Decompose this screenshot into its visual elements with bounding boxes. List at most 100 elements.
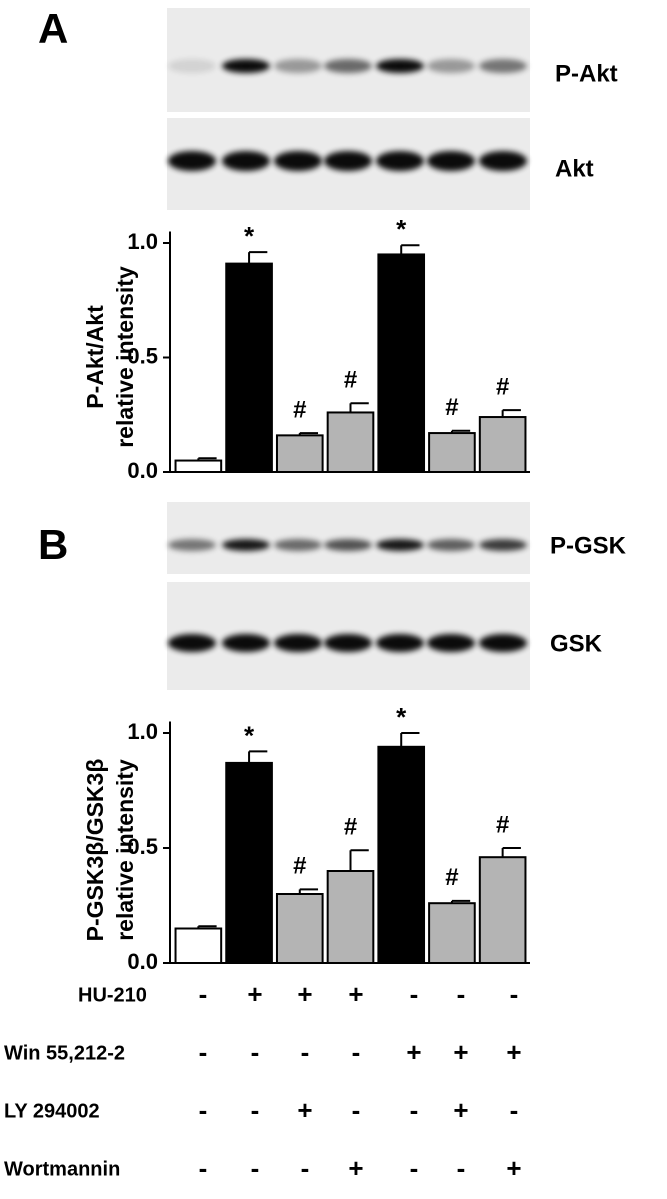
blot-band bbox=[222, 539, 270, 551]
bar bbox=[174, 459, 223, 473]
treatment-sign: - bbox=[457, 979, 466, 1009]
treatment-sign: - bbox=[251, 1037, 260, 1067]
blots bbox=[167, 8, 530, 690]
y-axis-label: relative intensity bbox=[112, 266, 138, 448]
treatment-name: Wortmannin bbox=[4, 1158, 120, 1180]
bar bbox=[225, 761, 273, 965]
treatment-sign: - bbox=[352, 1037, 361, 1067]
treatment-sign: - bbox=[510, 979, 519, 1009]
treatment-sign: - bbox=[199, 979, 208, 1009]
blot-band bbox=[427, 151, 475, 171]
y-axis-label: P-GSK3β/GSK3β bbox=[82, 759, 108, 942]
y-axis-label: relative intensity bbox=[112, 759, 138, 941]
annotation: * bbox=[396, 702, 407, 732]
bar bbox=[377, 745, 426, 964]
annotation: # bbox=[293, 853, 306, 880]
blot-band bbox=[376, 634, 424, 652]
annotation: * bbox=[244, 720, 255, 750]
annotation: # bbox=[496, 374, 509, 401]
blot-band bbox=[427, 634, 475, 652]
treatment-sign: - bbox=[410, 979, 419, 1009]
blot-band bbox=[324, 539, 372, 551]
bar bbox=[275, 893, 324, 964]
blot-band bbox=[427, 59, 475, 73]
bar bbox=[326, 870, 375, 964]
panel-letter: B bbox=[38, 521, 68, 568]
blot-band bbox=[324, 634, 372, 652]
annotation: # bbox=[293, 396, 306, 423]
treatment-sign: - bbox=[352, 1095, 361, 1125]
treatment-sign: - bbox=[251, 1153, 260, 1183]
treatment-sign: - bbox=[301, 1153, 310, 1183]
bar bbox=[377, 253, 426, 473]
blot-band bbox=[222, 59, 270, 73]
annotation: * bbox=[244, 221, 255, 251]
annotation: # bbox=[496, 811, 509, 838]
annotation: # bbox=[344, 814, 357, 841]
treatment-sign: - bbox=[199, 1037, 208, 1067]
treatment-sign: + bbox=[453, 1037, 468, 1067]
blot-label: GSK bbox=[550, 630, 603, 657]
bar bbox=[428, 902, 476, 965]
treatment-name: Win 55,212-2 bbox=[4, 1042, 125, 1064]
blot-label: P-Akt bbox=[555, 60, 618, 87]
treatment-sign: - bbox=[199, 1153, 208, 1183]
blot-band bbox=[168, 151, 216, 171]
annotation: # bbox=[344, 367, 357, 394]
panel-letter: A bbox=[38, 5, 68, 52]
blot-label: P-GSK bbox=[550, 532, 627, 559]
blot-band bbox=[376, 151, 424, 171]
annotation: * bbox=[396, 214, 407, 244]
treatment-sign: + bbox=[247, 979, 262, 1009]
treatment-name: HU-210 bbox=[78, 984, 147, 1006]
treatment-sign: - bbox=[251, 1095, 260, 1125]
treatment-sign: + bbox=[506, 1037, 521, 1067]
blot-band bbox=[479, 151, 527, 171]
blot-band bbox=[274, 634, 322, 652]
treatment-name: LY 294002 bbox=[4, 1100, 100, 1122]
bar bbox=[428, 432, 476, 474]
blot-band bbox=[479, 634, 527, 652]
blot-band bbox=[168, 539, 216, 551]
blot-band bbox=[324, 59, 372, 73]
treatment-sign: + bbox=[406, 1037, 421, 1067]
treatment-sign: - bbox=[510, 1095, 519, 1125]
blot-band bbox=[479, 539, 527, 551]
blot-label: Akt bbox=[555, 155, 594, 182]
treatment-sign: + bbox=[506, 1153, 521, 1183]
bar bbox=[174, 927, 223, 964]
blot-band bbox=[274, 59, 322, 73]
blot-band bbox=[427, 539, 475, 551]
blot-band bbox=[376, 59, 424, 73]
y-tick-label: 1.0 bbox=[127, 719, 158, 744]
y-tick-label: 1.0 bbox=[127, 229, 158, 254]
treatment-sign: - bbox=[410, 1095, 419, 1125]
y-axis-label: P-Akt/Akt bbox=[82, 305, 108, 409]
treatment-sign: - bbox=[301, 1037, 310, 1067]
bar bbox=[326, 411, 375, 473]
blot-band bbox=[222, 634, 270, 652]
y-tick-label: 0.0 bbox=[127, 458, 158, 483]
blot-band bbox=[222, 151, 270, 171]
blot-band bbox=[168, 634, 216, 652]
treatment-sign: + bbox=[453, 1095, 468, 1125]
bar bbox=[478, 416, 527, 474]
blot-band bbox=[376, 539, 424, 551]
treatment-sign: + bbox=[348, 979, 363, 1009]
bar bbox=[478, 856, 527, 965]
blot-band bbox=[324, 151, 372, 171]
y-tick-label: 0.5 bbox=[127, 834, 158, 859]
treatment-sign: + bbox=[297, 1095, 312, 1125]
y-tick-label: 0.5 bbox=[127, 343, 158, 368]
bar bbox=[225, 262, 273, 473]
blot-band bbox=[274, 539, 322, 551]
blot-band bbox=[479, 59, 527, 73]
treatment-sign: - bbox=[457, 1153, 466, 1183]
y-tick-label: 0.0 bbox=[127, 949, 158, 974]
treatment-sign: + bbox=[297, 979, 312, 1009]
bar bbox=[275, 434, 324, 473]
blot-band bbox=[168, 59, 216, 73]
treatment-sign: + bbox=[348, 1153, 363, 1183]
annotation: # bbox=[445, 864, 458, 891]
